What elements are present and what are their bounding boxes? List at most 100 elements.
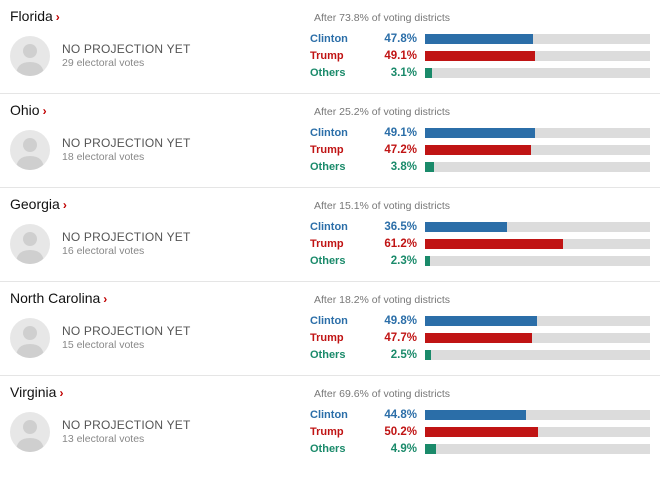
- bar-fill: [425, 222, 507, 232]
- candidate-pct: 50.2%: [375, 426, 425, 438]
- bar-fill: [425, 256, 430, 266]
- results-area: Clinton49.1%Trump47.2%Others3.8%: [310, 124, 650, 175]
- avatar-placeholder-icon: [10, 224, 50, 264]
- candidate-pct: 3.1%: [375, 67, 425, 79]
- candidate-name: Trump: [310, 144, 375, 156]
- chevron-right-icon: ›: [63, 198, 67, 212]
- state-body: NO PROJECTION YET29 electoral votes Clint…: [10, 30, 650, 81]
- candidate-pct: 44.8%: [375, 409, 425, 421]
- electoral-votes: 13 electoral votes: [62, 433, 191, 445]
- candidate-name: Trump: [310, 238, 375, 250]
- result-row: Others2.3%: [310, 252, 650, 269]
- reporting-text: After 69.6% of voting districts: [314, 388, 450, 400]
- projection-label: NO PROJECTION YET: [62, 136, 191, 150]
- bar-fill: [425, 427, 538, 437]
- candidate-name: Clinton: [310, 33, 375, 45]
- projection-area: NO PROJECTION YET16 electoral votes: [10, 218, 310, 269]
- state-link[interactable]: North Carolina›: [10, 290, 107, 306]
- candidate-name: Clinton: [310, 221, 375, 233]
- avatar-placeholder-icon: [10, 36, 50, 76]
- results-area: Clinton49.8%Trump47.7%Others2.5%: [310, 312, 650, 363]
- state-link[interactable]: Georgia›: [10, 196, 67, 212]
- candidate-pct: 47.2%: [375, 144, 425, 156]
- result-row: Others4.9%: [310, 440, 650, 457]
- state-header: Virginia› After 69.6% of voting districts: [10, 384, 650, 400]
- reporting-text: After 25.2% of voting districts: [314, 106, 450, 118]
- candidate-name: Others: [310, 67, 375, 79]
- candidate-pct: 3.8%: [375, 161, 425, 173]
- candidate-pct: 49.1%: [375, 50, 425, 62]
- projection-area: NO PROJECTION YET29 electoral votes: [10, 30, 310, 81]
- chevron-right-icon: ›: [103, 292, 107, 306]
- candidate-pct: 2.5%: [375, 349, 425, 361]
- state-link[interactable]: Florida›: [10, 8, 60, 24]
- result-row: Clinton49.1%: [310, 124, 650, 141]
- electoral-votes: 16 electoral votes: [62, 245, 191, 257]
- state-block: Ohio› After 25.2% of voting districts NO P…: [0, 93, 660, 187]
- bar-track: [425, 256, 650, 266]
- bar-track: [425, 68, 650, 78]
- bar-fill: [425, 444, 436, 454]
- bar-fill: [425, 34, 533, 44]
- candidate-name: Others: [310, 255, 375, 267]
- avatar-placeholder-icon: [10, 412, 50, 452]
- bar-fill: [425, 128, 535, 138]
- projection-area: NO PROJECTION YET18 electoral votes: [10, 124, 310, 175]
- projection-text: NO PROJECTION YET18 electoral votes: [62, 136, 191, 163]
- projection-area: NO PROJECTION YET15 electoral votes: [10, 312, 310, 363]
- electoral-votes: 18 electoral votes: [62, 151, 191, 163]
- candidate-pct: 2.3%: [375, 255, 425, 267]
- candidate-name: Clinton: [310, 315, 375, 327]
- projection-text: NO PROJECTION YET29 electoral votes: [62, 42, 191, 69]
- bar-fill: [425, 316, 537, 326]
- bar-track: [425, 222, 650, 232]
- state-link[interactable]: Virginia›: [10, 384, 63, 400]
- state-header: North Carolina›After 18.2% of voting dis…: [10, 290, 650, 306]
- result-row: Trump49.1%: [310, 47, 650, 64]
- state-body: NO PROJECTION YET16 electoral votes Clint…: [10, 218, 650, 269]
- candidate-name: Trump: [310, 332, 375, 344]
- candidate-name: Others: [310, 349, 375, 361]
- result-row: Clinton49.8%: [310, 312, 650, 329]
- bar-fill: [425, 145, 531, 155]
- reporting-text: After 15.1% of voting districts: [314, 200, 450, 212]
- state-body: NO PROJECTION YET15 electoral votesClint…: [10, 312, 650, 363]
- bar-track: [425, 444, 650, 454]
- projection-label: NO PROJECTION YET: [62, 324, 191, 338]
- state-name: Georgia: [10, 196, 60, 212]
- results-area: Clinton44.8%Trump50.2%Others4.9%: [310, 406, 650, 457]
- candidate-name: Clinton: [310, 127, 375, 139]
- candidate-name: Trump: [310, 50, 375, 62]
- candidate-pct: 49.8%: [375, 315, 425, 327]
- avatar-placeholder-icon: [10, 318, 50, 358]
- results-area: Clinton36.5%Trump61.2%Others2.3%: [310, 218, 650, 269]
- bar-track: [425, 316, 650, 326]
- bar-track: [425, 51, 650, 61]
- bar-fill: [425, 51, 535, 61]
- bar-track: [425, 145, 650, 155]
- candidate-name: Others: [310, 443, 375, 455]
- state-body: NO PROJECTION YET13 electoral votesClint…: [10, 406, 650, 457]
- projection-text: NO PROJECTION YET16 electoral votes: [62, 230, 191, 257]
- result-row: Clinton44.8%: [310, 406, 650, 423]
- bar-fill: [425, 239, 563, 249]
- bar-track: [425, 410, 650, 420]
- state-block: Virginia› After 69.6% of voting districts…: [0, 375, 660, 469]
- state-link[interactable]: Ohio›: [10, 102, 47, 118]
- state-name: Florida: [10, 8, 53, 24]
- electoral-votes: 29 electoral votes: [62, 57, 191, 69]
- reporting-text: After 73.8% of voting districts: [314, 12, 450, 24]
- electoral-votes: 15 electoral votes: [62, 339, 191, 351]
- state-header: Florida› After 73.8% of voting districts: [10, 8, 650, 24]
- bar-fill: [425, 162, 434, 172]
- result-row: Trump47.2%: [310, 141, 650, 158]
- projection-label: NO PROJECTION YET: [62, 230, 191, 244]
- state-block: Florida› After 73.8% of voting districts N…: [0, 0, 660, 93]
- chevron-right-icon: ›: [56, 10, 60, 24]
- state-body: NO PROJECTION YET18 electoral votes Clint…: [10, 124, 650, 175]
- state-block: North Carolina›After 18.2% of voting dis…: [0, 281, 660, 375]
- result-row: Trump47.7%: [310, 329, 650, 346]
- bar-track: [425, 350, 650, 360]
- avatar-placeholder-icon: [10, 130, 50, 170]
- result-row: Clinton36.5%: [310, 218, 650, 235]
